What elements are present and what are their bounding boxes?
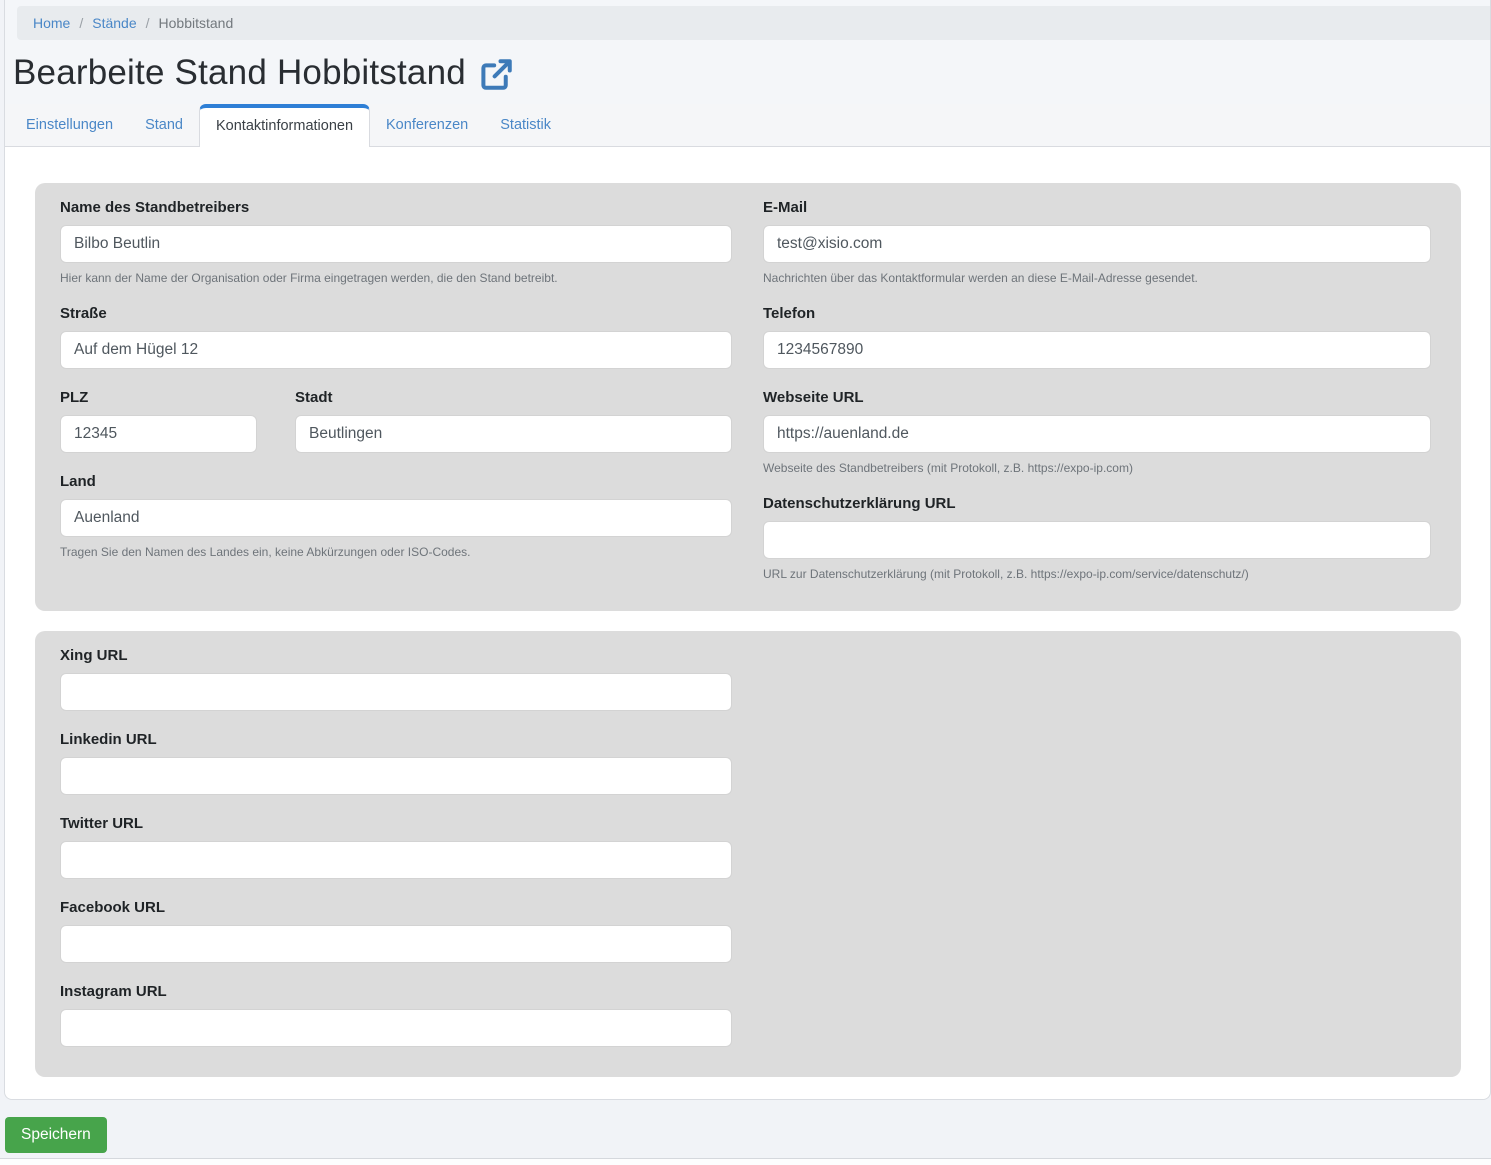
- website-url-field-group: Webseite URL Webseite des Standbetreiber…: [763, 389, 1431, 475]
- linkedin-url-field-group: Linkedin URL: [60, 731, 732, 795]
- city-input[interactable]: [295, 415, 732, 453]
- country-input[interactable]: [60, 499, 732, 537]
- bottom-strip: [0, 1158, 1491, 1165]
- twitter-url-field-group: Twitter URL: [60, 815, 732, 879]
- main-card: Home / Stände / Hobbitstand Bearbeite St…: [4, 0, 1491, 1100]
- facebook-url-label: Facebook URL: [60, 899, 166, 916]
- country-help: Tragen Sie den Namen des Landes ein, kei…: [60, 545, 471, 559]
- tab-statistik[interactable]: Statistik: [500, 117, 552, 133]
- linkedin-url-input[interactable]: [60, 757, 732, 795]
- breadcrumb-separator: /: [145, 15, 150, 31]
- website-url-label: Webseite URL: [763, 389, 864, 406]
- website-url-input[interactable]: [763, 415, 1431, 453]
- instagram-url-label: Instagram URL: [60, 983, 167, 1000]
- tab-einstellungen[interactable]: Einstellungen: [26, 117, 114, 133]
- country-label: Land: [60, 473, 96, 490]
- breadcrumb-separator: /: [79, 15, 84, 31]
- twitter-url-input[interactable]: [60, 841, 732, 879]
- privacy-url-field-group: Datenschutzerklärung URL URL zur Datensc…: [763, 495, 1431, 581]
- page-title: Bearbeite Stand Hobbitstand: [13, 53, 466, 92]
- contact-address-panel: Name des Standbetreibers Hier kann der N…: [35, 183, 1461, 611]
- social-urls-panel: Xing URL Linkedin URL Twitter URL Facebo…: [35, 631, 1461, 1077]
- address-column: Name des Standbetreibers Hier kann der N…: [60, 199, 732, 585]
- street-input[interactable]: [60, 331, 732, 369]
- contact-column: E-Mail Nachrichten über das Kontaktformu…: [763, 199, 1431, 585]
- city-field-group: Stadt: [295, 389, 732, 469]
- email-input[interactable]: [763, 225, 1431, 263]
- twitter-url-label: Twitter URL: [60, 815, 144, 832]
- external-link-icon[interactable]: [478, 56, 515, 93]
- tab-content: Name des Standbetreibers Hier kann der N…: [5, 147, 1490, 1099]
- city-label: Stadt: [295, 389, 333, 406]
- website-url-help: Webseite des Standbetreibers (mit Protok…: [763, 461, 1133, 475]
- facebook-url-field-group: Facebook URL: [60, 899, 732, 963]
- save-button[interactable]: Speichern: [5, 1117, 107, 1153]
- tab-bar: Einstellungen Stand Kontaktinformationen…: [5, 104, 1490, 147]
- privacy-url-label: Datenschutzerklärung URL: [763, 495, 956, 512]
- operator-name-label: Name des Standbetreibers: [60, 199, 250, 216]
- xing-url-label: Xing URL: [60, 647, 128, 664]
- breadcrumb-current: Hobbitstand: [158, 15, 234, 31]
- privacy-url-input[interactable]: [763, 521, 1431, 559]
- operator-name-help: Hier kann der Name der Organisation oder…: [60, 271, 558, 285]
- zip-input[interactable]: [60, 415, 257, 453]
- xing-url-input[interactable]: [60, 673, 732, 711]
- email-help: Nachrichten über das Kontaktformular wer…: [763, 271, 1198, 285]
- phone-field-group: Telefon: [763, 305, 1431, 369]
- breadcrumb-link-home[interactable]: Home: [33, 15, 71, 31]
- instagram-url-input[interactable]: [60, 1009, 732, 1047]
- instagram-url-field-group: Instagram URL: [60, 983, 732, 1047]
- xing-url-field-group: Xing URL: [60, 647, 732, 711]
- email-field-group: E-Mail Nachrichten über das Kontaktformu…: [763, 199, 1431, 285]
- privacy-url-help: URL zur Datenschutzerklärung (mit Protok…: [763, 567, 1249, 581]
- zip-field-group: PLZ: [60, 389, 257, 453]
- footer-bar: Speichern: [0, 1100, 1491, 1158]
- tab-konferenzen[interactable]: Konferenzen: [386, 117, 469, 133]
- street-label: Straße: [60, 305, 107, 322]
- email-label: E-Mail: [763, 199, 808, 216]
- tab-stand[interactable]: Stand: [145, 117, 183, 133]
- breadcrumb: Home / Stände / Hobbitstand: [17, 6, 1490, 40]
- zip-label: PLZ: [60, 389, 89, 406]
- phone-input[interactable]: [763, 331, 1431, 369]
- country-field-group: Land Tragen Sie den Namen des Landes ein…: [60, 473, 732, 559]
- facebook-url-input[interactable]: [60, 925, 732, 963]
- linkedin-url-label: Linkedin URL: [60, 731, 157, 748]
- top-band: Home / Stände / Hobbitstand Bearbeite St…: [5, 0, 1490, 104]
- operator-name-field-group: Name des Standbetreibers Hier kann der N…: [60, 199, 732, 285]
- operator-name-input[interactable]: [60, 225, 732, 263]
- breadcrumb-link-staende[interactable]: Stände: [92, 15, 137, 31]
- street-field-group: Straße: [60, 305, 732, 369]
- phone-label: Telefon: [763, 305, 816, 322]
- tab-kontaktinformationen[interactable]: Kontaktinformationen: [198, 104, 371, 147]
